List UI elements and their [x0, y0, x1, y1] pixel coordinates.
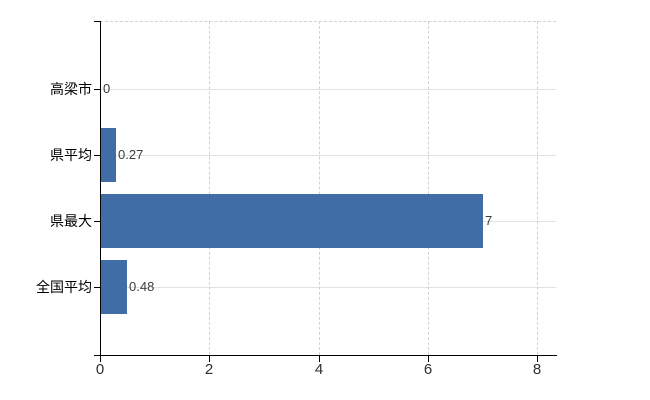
y-axis-end-tick — [94, 21, 100, 22]
v-gridline — [319, 21, 320, 355]
x-tick-label: 8 — [532, 361, 542, 378]
h-gridline — [100, 287, 556, 288]
bar — [101, 260, 127, 314]
x-tick — [100, 356, 101, 362]
v-gridline — [209, 21, 210, 355]
v-gridline — [537, 21, 538, 355]
plot-area — [100, 21, 556, 355]
value-label: 0.27 — [118, 147, 144, 162]
category-label: 高梁市 — [50, 81, 92, 97]
category-label: 県最大 — [50, 213, 92, 229]
value-label: 0 — [103, 81, 111, 96]
h-gridline — [100, 89, 556, 90]
x-tick-label: 4 — [314, 361, 324, 378]
x-axis-line — [100, 355, 557, 356]
category-label: 県平均 — [50, 147, 92, 163]
bar — [101, 128, 116, 182]
x-tick — [209, 356, 210, 362]
x-tick-label: 0 — [95, 361, 105, 378]
x-tick — [319, 356, 320, 362]
y-tick — [94, 155, 100, 156]
y-axis-line — [100, 21, 101, 356]
x-tick — [537, 356, 538, 362]
x-tick-label: 2 — [204, 361, 214, 378]
y-tick — [94, 287, 100, 288]
y-axis-end-tick — [94, 355, 100, 356]
category-label: 全国平均 — [36, 279, 92, 295]
value-label: 0.48 — [129, 279, 155, 294]
x-tick-label: 6 — [423, 361, 433, 378]
h-gridline — [100, 155, 556, 156]
y-tick — [94, 89, 100, 90]
value-label: 7 — [485, 213, 493, 228]
v-gridline — [428, 21, 429, 355]
x-tick — [428, 356, 429, 362]
y-tick — [94, 221, 100, 222]
bar — [101, 194, 483, 248]
